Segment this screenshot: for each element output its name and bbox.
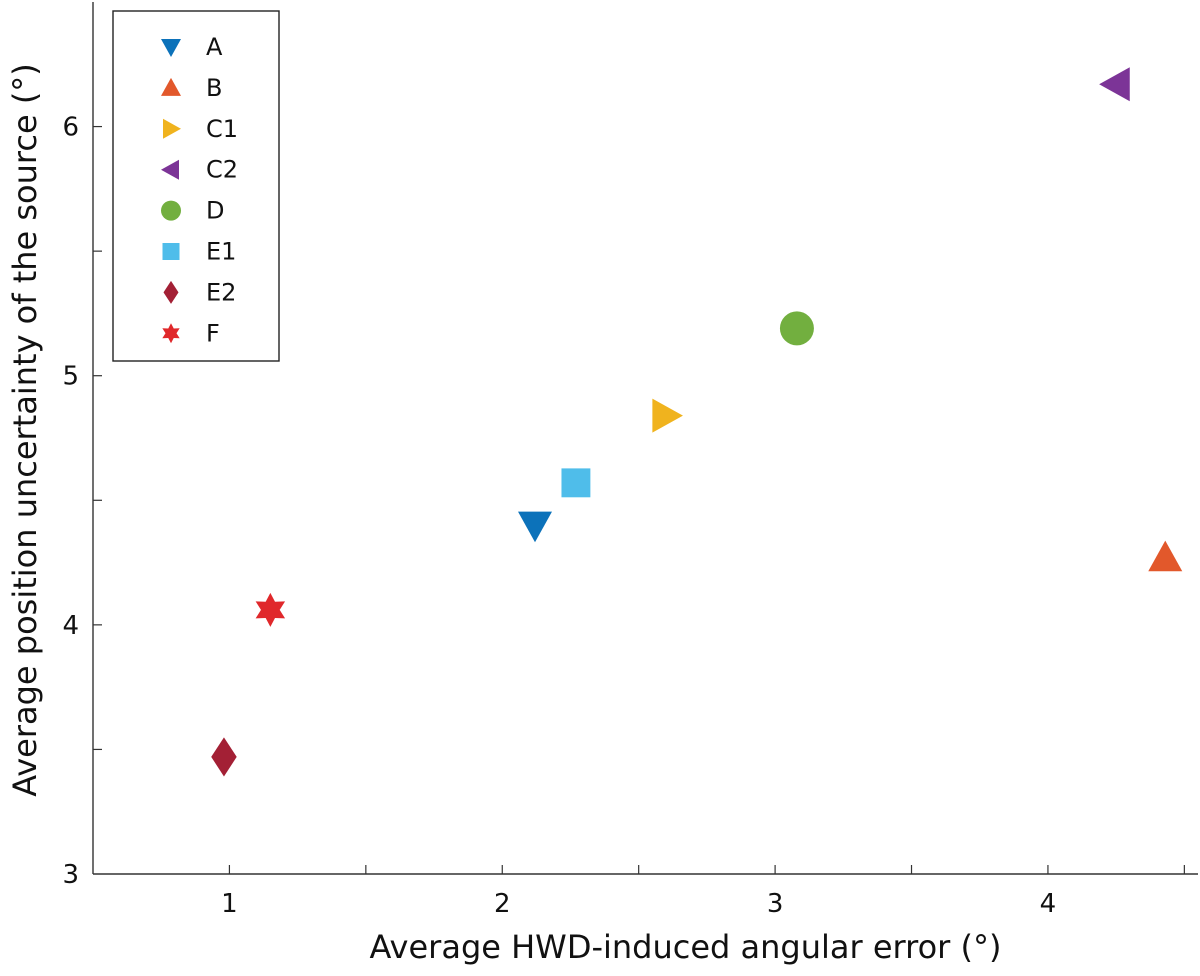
data-point-a bbox=[518, 511, 552, 543]
marker-e1 bbox=[561, 468, 591, 498]
data-point-e2 bbox=[211, 737, 237, 777]
marker-e2 bbox=[211, 737, 237, 777]
data-points bbox=[211, 67, 1183, 777]
y-tick-label: 5 bbox=[62, 362, 79, 392]
legend-label: E1 bbox=[206, 238, 236, 266]
legend-marker-e1 bbox=[162, 243, 180, 260]
marker-c2 bbox=[1099, 67, 1130, 102]
legend-label: A bbox=[206, 33, 223, 61]
data-point-c2 bbox=[1099, 67, 1130, 102]
legend-marker-f bbox=[162, 323, 180, 344]
marker-a bbox=[518, 511, 552, 543]
legend-item-e2: E2 bbox=[163, 278, 236, 306]
x-tick-label: 2 bbox=[494, 889, 511, 919]
y-tick-label: 6 bbox=[62, 113, 79, 143]
legend-item-c1: C1 bbox=[163, 115, 238, 143]
data-point-f bbox=[255, 592, 286, 627]
data-point-d bbox=[779, 311, 814, 346]
legend-item-b: B bbox=[161, 74, 222, 102]
legend-item-a: A bbox=[161, 33, 223, 61]
legend-item-d: D bbox=[161, 197, 224, 225]
legend-marker-b bbox=[161, 77, 181, 96]
y-tick-label: 4 bbox=[62, 611, 79, 641]
legend-box bbox=[112, 10, 280, 362]
legend-label: E2 bbox=[206, 278, 236, 306]
legend-label: C1 bbox=[206, 115, 238, 143]
x-axis-ticks: 1 2 3 4 bbox=[221, 865, 1185, 919]
y-axis-title: Average position uncertainty of the sour… bbox=[6, 63, 44, 797]
marker-b bbox=[1148, 540, 1183, 572]
legend-item-e1: E1 bbox=[162, 238, 236, 266]
x-tick-label: 1 bbox=[221, 889, 238, 919]
legend-item-f: F bbox=[162, 319, 220, 347]
marker-c1 bbox=[652, 398, 683, 433]
x-tick-label: 4 bbox=[1040, 889, 1057, 919]
y-axis-ticks: 3 4 5 6 bbox=[62, 113, 102, 890]
legend-marker-e2 bbox=[163, 280, 179, 304]
legend-label: C2 bbox=[206, 156, 238, 184]
legend-label: F bbox=[206, 319, 220, 347]
data-point-b bbox=[1148, 540, 1183, 572]
legend-label: D bbox=[206, 197, 224, 225]
legend-label: B bbox=[206, 74, 222, 102]
marker-f bbox=[255, 592, 286, 627]
legend-items: AB C1 C2 D E1 E2 F bbox=[161, 33, 238, 347]
marker-d bbox=[779, 311, 814, 346]
legend-marker-c1 bbox=[163, 118, 181, 139]
legend-marker-d bbox=[161, 200, 181, 221]
axes: 1 2 3 4 3 4 5 6 bbox=[62, 2, 1198, 919]
legend: AB C1 C2 D E1 E2 F bbox=[112, 10, 280, 362]
x-axis-title: Average HWD-induced angular error (°) bbox=[370, 928, 1002, 966]
legend-marker-c2 bbox=[161, 159, 179, 180]
data-point-e1 bbox=[561, 468, 591, 498]
data-point-c1 bbox=[652, 398, 683, 433]
legend-item-c2: C2 bbox=[161, 156, 238, 184]
y-tick-label: 3 bbox=[62, 860, 79, 890]
legend-marker-a bbox=[161, 39, 181, 57]
x-tick-label: 3 bbox=[767, 889, 784, 919]
